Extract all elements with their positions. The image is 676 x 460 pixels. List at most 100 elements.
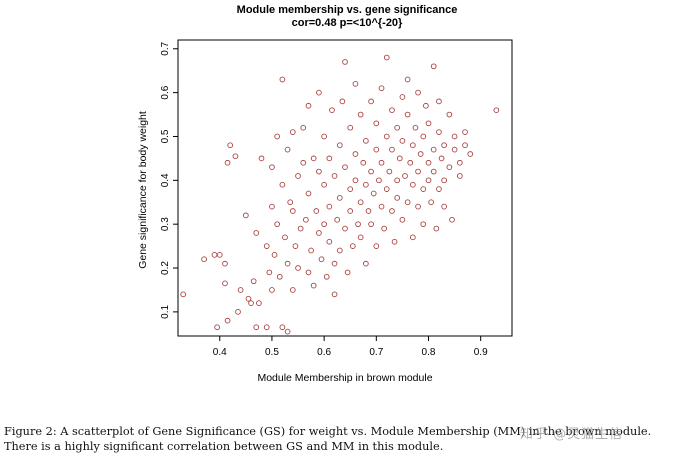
data-point <box>404 199 411 206</box>
data-point <box>232 153 239 160</box>
data-point <box>263 324 270 331</box>
data-point <box>449 216 455 223</box>
data-point <box>407 159 414 166</box>
data-point <box>235 309 241 315</box>
data-point <box>329 107 335 114</box>
y-tick-label: 0.1 <box>160 304 171 318</box>
data-point <box>352 177 359 184</box>
data-point <box>389 146 395 153</box>
data-point <box>357 199 364 206</box>
data-point <box>269 203 275 210</box>
data-point <box>279 76 286 83</box>
data-point <box>258 155 265 162</box>
x-tick-label: 0.7 <box>369 347 383 358</box>
data-point <box>316 89 322 96</box>
data-point <box>415 203 421 210</box>
data-point <box>391 238 398 245</box>
x-tick-label: 0.5 <box>265 347 279 358</box>
data-point <box>326 155 333 162</box>
data-point <box>334 216 341 223</box>
data-point <box>303 216 309 223</box>
data-point <box>211 252 218 258</box>
data-point <box>425 120 432 127</box>
data-point <box>428 199 434 206</box>
data-point <box>274 221 281 228</box>
data-point <box>420 221 427 228</box>
data-point <box>305 102 312 109</box>
data-point <box>420 186 427 192</box>
data-point <box>412 124 419 131</box>
data-point <box>425 159 432 166</box>
x-tick-label: 0.6 <box>317 347 331 358</box>
data-point <box>289 208 296 214</box>
data-point <box>389 208 395 214</box>
data-point <box>256 300 262 306</box>
data-point <box>415 89 421 96</box>
data-point <box>462 142 468 149</box>
data-point <box>347 208 354 214</box>
data-point <box>409 181 416 188</box>
y-tick-label: 0.4 <box>160 173 171 187</box>
data-point <box>360 159 367 166</box>
data-point <box>308 247 314 254</box>
data-point <box>365 208 372 214</box>
x-tick-label: 0.9 <box>474 347 488 358</box>
data-point <box>438 155 445 162</box>
data-point <box>201 256 207 263</box>
data-point <box>404 76 411 83</box>
y-tick-label: 0.3 <box>160 217 171 231</box>
data-point <box>284 146 291 153</box>
chart-subtitle: cor=0.48 p=<10^{-20} <box>292 17 403 29</box>
data-point <box>409 234 416 241</box>
plot-frame <box>177 39 513 337</box>
data-point <box>313 208 320 214</box>
data-point <box>342 59 348 65</box>
data-point <box>336 142 343 149</box>
y-tick-label: 0.2 <box>160 261 171 275</box>
data-point <box>266 269 273 276</box>
data-point <box>451 133 458 140</box>
data-point <box>300 124 307 131</box>
data-point <box>368 168 374 175</box>
data-point <box>363 260 369 267</box>
data-point <box>342 164 348 171</box>
data-point <box>279 324 286 331</box>
data-point <box>342 225 348 232</box>
y-tick-label: 0.6 <box>160 85 171 99</box>
data-point <box>386 168 393 175</box>
data-point <box>352 151 359 157</box>
data-point <box>237 287 244 293</box>
data-point <box>423 102 429 109</box>
data-point <box>282 234 288 241</box>
data-point <box>378 203 385 210</box>
data-point <box>253 324 260 331</box>
data-point <box>409 142 416 149</box>
data-point <box>274 133 281 140</box>
data-point <box>436 129 442 135</box>
data-point <box>349 243 356 249</box>
data-point <box>493 107 500 114</box>
data-point <box>399 216 406 223</box>
y-axis-label: Gene significance for body weight <box>137 111 149 269</box>
data-point <box>269 287 275 293</box>
data-point <box>456 173 463 179</box>
data-points <box>180 54 500 335</box>
data-point <box>344 269 351 276</box>
data-point <box>399 94 406 100</box>
data-point <box>357 111 364 118</box>
data-point <box>305 190 312 197</box>
x-axis-label: Module Membership in brown module <box>257 372 432 384</box>
x-tick-label: 0.8 <box>422 347 436 358</box>
data-point <box>289 129 296 135</box>
data-point <box>363 181 369 188</box>
data-point <box>227 142 234 149</box>
data-point <box>383 133 390 140</box>
data-point <box>430 63 437 70</box>
y-axis: 0.1 0.2 0.3 0.4 0.5 0.6 0.7 <box>160 41 178 319</box>
data-point <box>305 269 312 276</box>
data-point <box>433 225 440 232</box>
data-point <box>383 54 390 61</box>
data-point <box>347 186 354 192</box>
caption-line-1: Figure 2: A scatterplot of Gene Signific… <box>4 425 652 438</box>
data-point <box>436 98 442 105</box>
